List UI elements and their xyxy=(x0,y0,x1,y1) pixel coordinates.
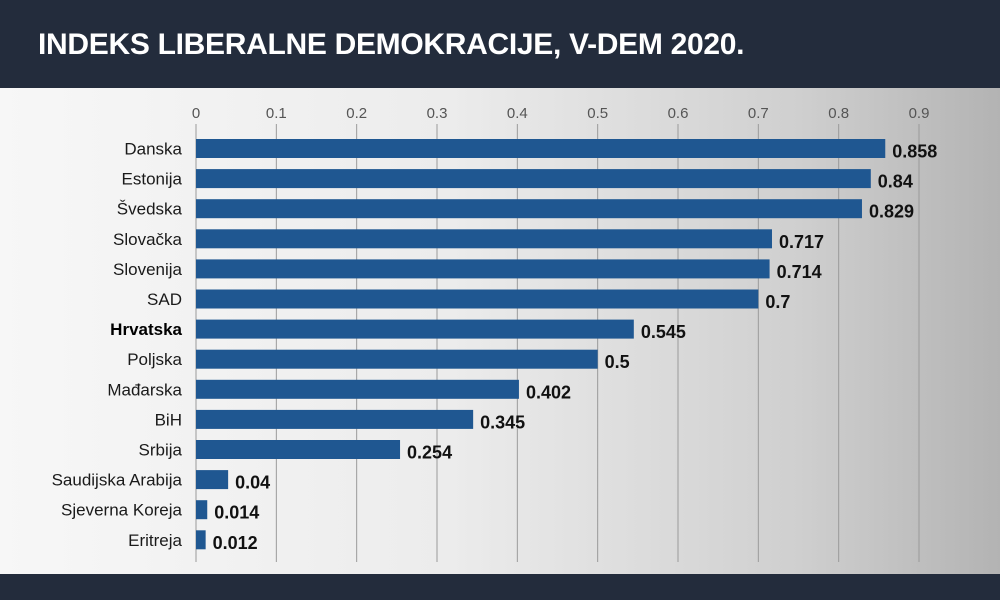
category-label: Poljska xyxy=(127,350,182,369)
bar xyxy=(196,440,401,459)
x-tick-label: 0.2 xyxy=(346,105,367,122)
chart-title: INDEKS LIBERALNE DEMOKRACIJE, V-DEM 2020… xyxy=(38,28,745,61)
category-label: Eritreja xyxy=(128,531,182,550)
category-label: BiH xyxy=(155,410,182,429)
x-tick-label: 0.3 xyxy=(427,105,448,122)
value-labels: 0.858 0.84 0.829 0.717 0.714 0.7 0.545 0.5 0.402… xyxy=(213,142,938,553)
bars xyxy=(196,139,886,550)
footer-bar xyxy=(0,574,1000,600)
value-label: 0.714 xyxy=(777,262,822,282)
x-tick-label: 0.7 xyxy=(748,105,769,122)
x-tick-label: 0.6 xyxy=(668,105,689,122)
category-label: Mađarska xyxy=(107,380,182,399)
bar xyxy=(196,289,759,309)
header-bar: INDEKS LIBERALNE DEMOKRACIJE, V-DEM 2020… xyxy=(0,0,1000,88)
value-label: 0.5 xyxy=(605,352,630,372)
bar xyxy=(196,199,862,219)
x-tick-label: 0.8 xyxy=(828,105,849,122)
x-tick-label: 0.1 xyxy=(266,105,287,122)
category-labels: Danska Estonija Švedska Slovačka Slovenija SA… xyxy=(52,140,183,550)
value-label: 0.717 xyxy=(779,232,824,252)
bar xyxy=(196,259,770,279)
value-label: 0.04 xyxy=(235,473,270,493)
grid-lines xyxy=(195,124,920,562)
x-tick-label: 0.9 xyxy=(909,105,930,122)
x-axis-ticks: 0 0.1 0.2 0.3 0.4 0.5 0.6 0.7 0.8 0.9 xyxy=(192,105,930,122)
value-label: 0.402 xyxy=(526,382,571,402)
bar xyxy=(196,139,886,158)
category-label: Švedska xyxy=(117,200,183,219)
category-label: Slovačka xyxy=(113,230,183,249)
bar xyxy=(196,229,772,249)
category-label: Sjeverna Koreja xyxy=(61,501,183,520)
bar xyxy=(196,379,519,399)
category-label: Estonija xyxy=(122,170,183,189)
bar xyxy=(196,319,634,339)
bar xyxy=(196,500,208,520)
category-label: Srbija xyxy=(139,441,183,460)
bar xyxy=(196,169,871,189)
value-label: 0.545 xyxy=(641,322,686,342)
bar xyxy=(196,530,206,550)
value-label: 0.345 xyxy=(480,412,525,432)
value-label: 0.014 xyxy=(214,503,259,523)
category-label: Saudijska Arabija xyxy=(52,471,183,490)
value-label: 0.254 xyxy=(407,443,452,463)
value-label: 0.7 xyxy=(765,292,790,312)
x-tick-label: 0.4 xyxy=(507,105,528,122)
value-label: 0.012 xyxy=(213,533,258,553)
x-tick-label: 0.5 xyxy=(587,105,608,122)
value-label: 0.84 xyxy=(878,172,913,192)
category-label: Danska xyxy=(124,140,182,159)
value-label: 0.858 xyxy=(892,142,937,162)
bar xyxy=(196,470,229,490)
value-label: 0.829 xyxy=(869,202,914,222)
category-label: Slovenija xyxy=(113,260,183,279)
bar xyxy=(196,409,474,429)
category-label: Hrvatska xyxy=(110,320,182,339)
x-tick-label: 0 xyxy=(192,105,200,122)
category-label: SAD xyxy=(147,290,182,309)
bar xyxy=(196,349,598,369)
